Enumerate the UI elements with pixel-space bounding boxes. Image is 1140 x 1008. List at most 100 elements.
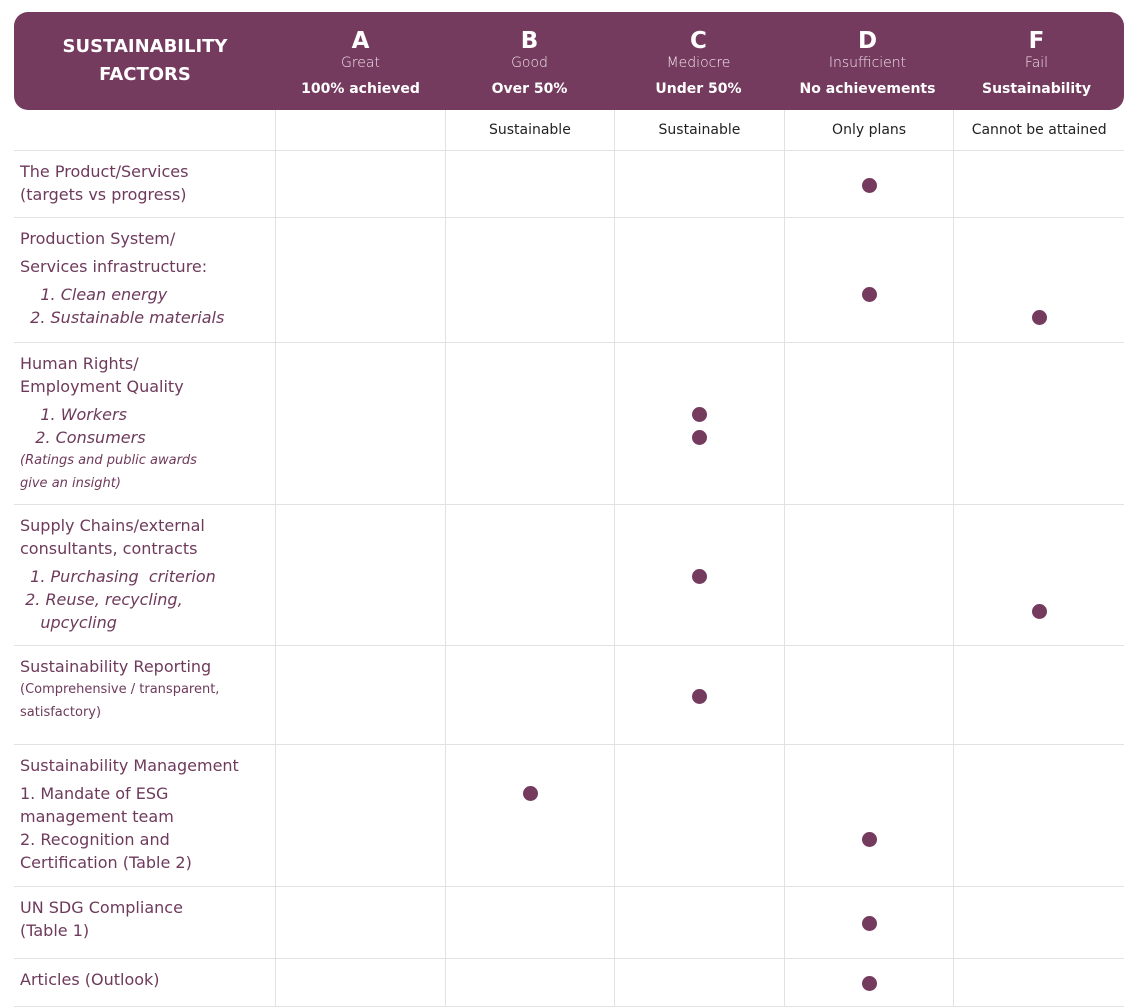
- grade-word: Fail: [1024, 55, 1049, 71]
- grade-threshold: 100% achieved: [301, 81, 420, 97]
- factor-label: Sustainability Management 1. Mandate of E…: [14, 745, 276, 886]
- rating-dot-icon: [862, 976, 878, 991]
- factor-line: (targets vs progress): [20, 185, 187, 204]
- factor-line: Sustainability Reporting: [20, 657, 212, 676]
- factor-line: Supply Chains/external: [20, 516, 205, 535]
- grade-header-f: F Fail Sustainability: [952, 12, 1121, 110]
- grade-cell-a: [276, 887, 446, 958]
- factor-line: management team: [20, 807, 174, 826]
- grade-header-b: B Good Over 50%: [445, 12, 614, 110]
- grade-cell-a: [276, 151, 446, 217]
- factor-line: consultants, contracts: [20, 539, 198, 558]
- grade-note: Sustainable: [615, 110, 785, 150]
- grade-cell-c: [615, 646, 785, 744]
- factor-line: Certification (Table 2): [20, 853, 192, 872]
- grade-cell-a: [276, 959, 446, 1006]
- factor-line: Sustainability Management: [20, 756, 239, 775]
- grade-cell-b: [446, 151, 616, 217]
- factor-label: Articles (Outlook): [14, 959, 276, 1006]
- factor-label: Production System/Services infrastructur…: [14, 218, 276, 342]
- grade-cell-a: [276, 505, 446, 645]
- table-row: Sustainability Management 1. Mandate of E…: [14, 745, 1124, 887]
- grade-cell-b: [446, 887, 616, 958]
- factor-line: satisfactory): [20, 705, 102, 720]
- grade-cell-f: [954, 218, 1124, 342]
- grade-cell-f: [954, 343, 1124, 504]
- table-row: UN SDG Compliance (Table 1): [14, 887, 1124, 959]
- grade-cell-b: [446, 959, 616, 1006]
- grade-header-c: C Mediocre Under 50%: [614, 12, 783, 110]
- factor-line: The Product/Services: [20, 162, 189, 181]
- factor-line: 1. Purchasing criterion: [20, 567, 216, 586]
- rating-dot-icon: [862, 832, 878, 847]
- grade-cell-d: [785, 343, 955, 504]
- grade-cell-d: [785, 887, 955, 958]
- grade-cell-d: [785, 646, 955, 744]
- grade-letter: D: [857, 28, 878, 54]
- factor-label: Sustainability Reporting (Comprehensive /…: [14, 646, 276, 744]
- factor-line: Production System/: [20, 229, 176, 248]
- grade-cell-c: [615, 505, 785, 645]
- grade-cell-a: [276, 343, 446, 504]
- grade-cell-f: [954, 646, 1124, 744]
- factor-line: 1. Mandate of ESG: [20, 784, 169, 803]
- factor-line: upcycling: [20, 613, 117, 632]
- grade-cell-f: [954, 959, 1124, 1006]
- factor-line: (Table 1): [20, 921, 90, 940]
- grade-letter: C: [690, 28, 707, 54]
- grade-cell-a: [276, 218, 446, 342]
- grade-note: Only plans: [785, 110, 955, 150]
- grade-cell-c: [615, 887, 785, 958]
- table-row: Production System/Services infrastructur…: [14, 218, 1124, 343]
- table-row: Human Rights/Employment Quality 1. Worke…: [14, 343, 1124, 505]
- subheader-row: Sustainable Sustainable Only plans Cannot b…: [14, 110, 1124, 151]
- factor-line: 2. Sustainable materials: [20, 308, 225, 327]
- factor-line: give an insight): [20, 476, 121, 491]
- grade-threshold: Sustainability: [982, 81, 1091, 97]
- rating-dot-icon: [692, 430, 708, 445]
- grade-header-a: A Great 100% achieved: [276, 12, 445, 110]
- grade-cell-f: [954, 505, 1124, 645]
- grade-cell-f: [954, 745, 1124, 886]
- table-row: Supply Chains/external consultants, contr…: [14, 505, 1124, 646]
- grade-cell-b: [446, 218, 616, 342]
- factor-line: (Ratings and public awards: [20, 453, 197, 468]
- factors-title-line: FACTORS: [99, 64, 191, 85]
- factor-line: UN SDG Compliance: [20, 898, 183, 917]
- rating-dot-icon: [862, 177, 878, 193]
- grade-threshold: No achievements: [799, 81, 936, 97]
- grade-word: Good: [511, 55, 548, 71]
- grade-note: Cannot be attained: [971, 122, 1107, 138]
- grade-cell-d: [785, 505, 955, 645]
- grade-cell-a: [276, 745, 446, 886]
- factor-label: UN SDG Compliance (Table 1): [14, 887, 276, 958]
- grade-cell-b: [446, 646, 616, 744]
- grade-cell-f: [954, 151, 1124, 217]
- rating-dot-icon: [692, 569, 708, 584]
- grade-cell-c: [615, 959, 785, 1006]
- factor-line: (Comprehensive / transparent,: [20, 682, 220, 697]
- grade-cell-c: [615, 151, 785, 217]
- rating-dot-icon: [862, 916, 878, 931]
- grade-note: [276, 110, 446, 150]
- grade-cell-d: [785, 218, 955, 342]
- rating-dot-icon: [692, 407, 708, 422]
- grade-cell-f: [954, 887, 1124, 958]
- factor-line: 1. Clean energy: [20, 285, 168, 304]
- factor-label: Supply Chains/external consultants, contr…: [14, 505, 276, 645]
- factor-line: 1. Workers: [20, 405, 127, 424]
- factor-line: Human Rights/: [20, 354, 139, 373]
- grade-cell-b: [446, 505, 616, 645]
- table-row: Articles (Outlook): [14, 959, 1124, 1007]
- grade-cell-c: [615, 745, 785, 886]
- rating-dot-icon: [1032, 310, 1048, 325]
- grade-letter: A: [351, 28, 370, 54]
- subheader-empty: [14, 110, 276, 150]
- table-row: The Product/Services (targets vs progress…: [14, 151, 1124, 218]
- factor-line: 2. Consumers: [20, 428, 146, 447]
- grade-cell-d: [785, 959, 955, 1006]
- grade-cell-a: [276, 646, 446, 744]
- grade-letter: F: [1028, 28, 1045, 54]
- table-header: SUSTAINABILITY FACTORS A Great 100% achieve…: [14, 12, 1124, 110]
- grading-table: Sustainable Sustainable Only plans Cannot b…: [14, 110, 1124, 1007]
